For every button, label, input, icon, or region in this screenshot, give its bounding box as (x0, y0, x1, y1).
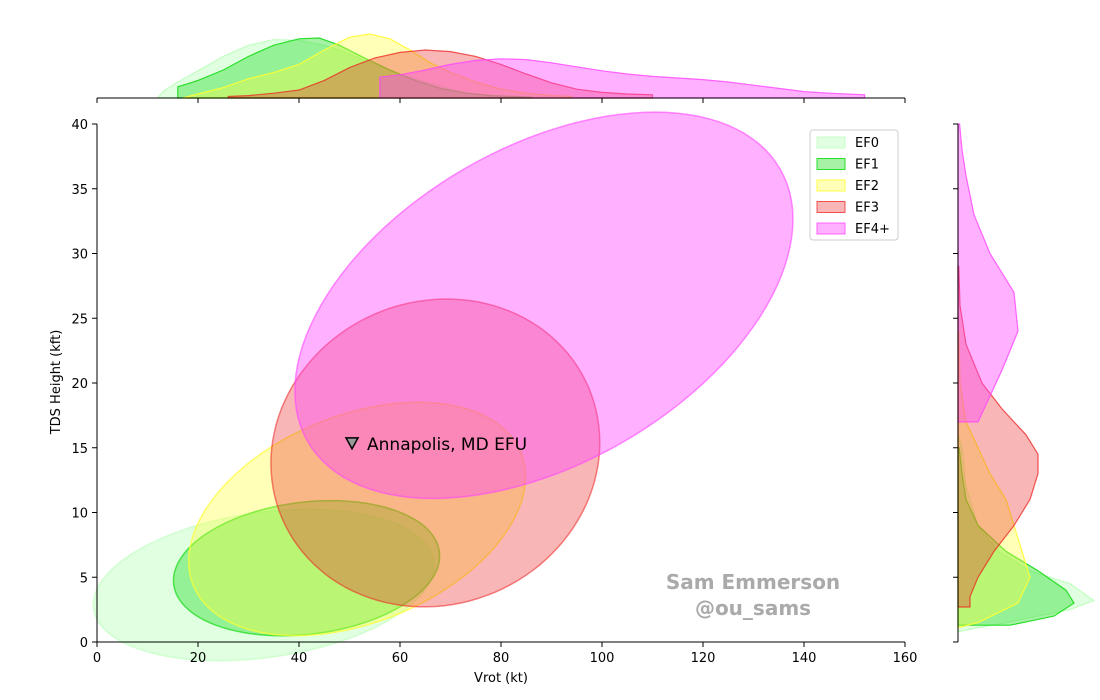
legend-swatch (816, 179, 846, 192)
ellipse-ef3 (270, 298, 601, 608)
y-density-ef2 (957, 330, 1031, 629)
y-tick-label: 30 (71, 248, 88, 263)
top-marginal (96, 33, 906, 103)
y-density-ef3 (957, 265, 1039, 608)
legend-swatch (816, 201, 846, 213)
ellipse-ef4plus (294, 111, 794, 500)
watermark-line: @ou_sams (695, 596, 811, 620)
y-axis: 0 5 10 15 20 25 30 35 40 (71, 118, 98, 651)
legend-swatch (816, 222, 846, 235)
y-tick-label: 15 (71, 442, 88, 457)
y-tick-label: 0 (80, 636, 88, 651)
legend-label: EF1 (855, 158, 879, 173)
ellipse-ef2 (187, 401, 527, 637)
annotation-label: Annapolis, MD EFU (367, 435, 527, 455)
x-density-ef3 (227, 49, 654, 99)
y-tick-label: 20 (71, 377, 88, 392)
legend-swatch (816, 158, 846, 170)
y-tick-label: 10 (71, 507, 88, 522)
y-tick-label: 40 (71, 118, 88, 133)
legend-label: EF3 (855, 201, 879, 216)
legend-label: EF2 (855, 179, 879, 194)
ellipse-ef0 (92, 508, 435, 662)
x-density-ef2 (182, 33, 573, 99)
x-density-ef4plus (379, 58, 866, 99)
x-tick-label: 40 (291, 651, 308, 666)
y-density-ef0 (957, 434, 1096, 633)
ellipse-ef1 (172, 499, 441, 637)
triangle-down-marker (344, 437, 360, 451)
annotation: Annapolis, MD EFU (344, 435, 527, 455)
legend: EF0 EF1 EF2 EF3 EF4+ (809, 129, 899, 241)
x-density-ef1 (177, 37, 532, 99)
y-density-ef1 (957, 447, 1075, 626)
x-tick-label: 120 (691, 651, 716, 666)
x-axis-title: Vrot (kt) (474, 671, 528, 686)
watermark: Sam Emmerson@ou_sams (666, 570, 840, 620)
watermark-line: Sam Emmerson (666, 570, 840, 594)
ellipses-layer (92, 111, 794, 662)
x-axis: 0 20 40 60 80 100 120 140 160 (93, 641, 918, 666)
right-marginal (953, 123, 1096, 643)
main-plot: 0 20 40 60 80 100 120 140 160 0 5 10 15 20 25 30 35 40 A… (71, 111, 918, 666)
x-tick-label: 0 (93, 651, 101, 666)
legend-swatch (816, 136, 846, 149)
y-tick-label: 5 (80, 571, 88, 586)
y-tick-label: 25 (71, 312, 88, 327)
x-tick-label: 60 (392, 651, 409, 666)
x-tick-label: 20 (190, 651, 207, 666)
x-tick-label: 80 (493, 651, 510, 666)
y-axis-title: TDS Height (kft) (49, 330, 64, 436)
x-tick-label: 100 (590, 651, 615, 666)
x-tick-label: 160 (893, 651, 918, 666)
legend-label: EF4+ (855, 222, 890, 237)
x-tick-label: 140 (792, 651, 817, 666)
y-tick-label: 35 (71, 183, 88, 198)
legend-label: EF0 (855, 136, 879, 151)
y-density-ef4plus (957, 123, 1019, 423)
